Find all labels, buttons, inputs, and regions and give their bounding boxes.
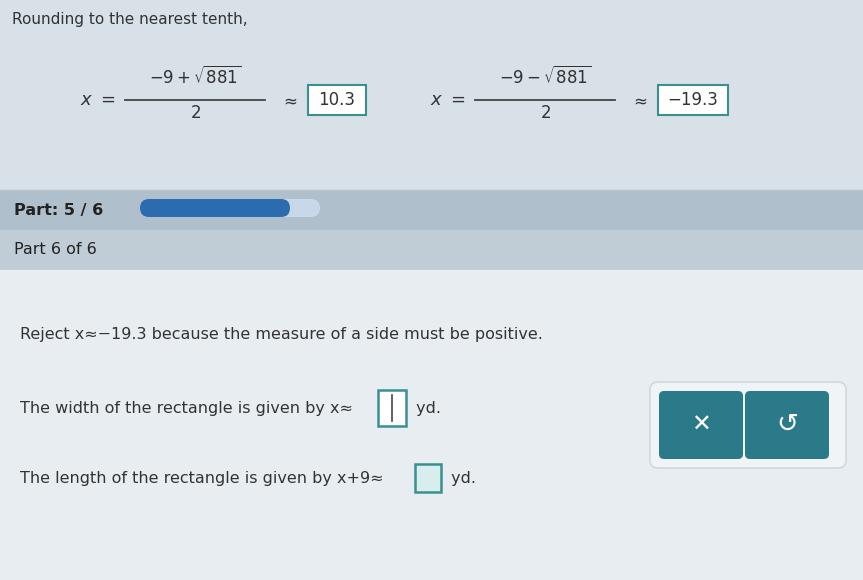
Text: Part: 5 / 6: Part: 5 / 6 xyxy=(14,202,104,218)
FancyBboxPatch shape xyxy=(0,190,863,230)
FancyBboxPatch shape xyxy=(650,382,846,468)
Text: $\approx$: $\approx$ xyxy=(630,91,647,109)
Text: $2$: $2$ xyxy=(539,104,551,122)
FancyBboxPatch shape xyxy=(140,199,290,217)
FancyBboxPatch shape xyxy=(308,85,366,115)
Text: $-9 + \sqrt{881}$: $-9 + \sqrt{881}$ xyxy=(148,66,242,88)
FancyBboxPatch shape xyxy=(658,85,728,115)
Text: $x\ =$: $x\ =$ xyxy=(430,91,466,109)
Text: The width of the rectangle is given by x≈: The width of the rectangle is given by x… xyxy=(20,401,353,415)
FancyBboxPatch shape xyxy=(140,199,320,217)
Text: yd.: yd. xyxy=(446,470,476,485)
FancyBboxPatch shape xyxy=(745,391,829,459)
Text: 10.3: 10.3 xyxy=(318,91,356,109)
FancyBboxPatch shape xyxy=(0,230,863,270)
Text: $-9 - \sqrt{881}$: $-9 - \sqrt{881}$ xyxy=(499,66,591,88)
Text: Part 6 of 6: Part 6 of 6 xyxy=(14,242,97,258)
Text: $2$: $2$ xyxy=(190,104,200,122)
Text: ↺: ↺ xyxy=(776,412,798,438)
Text: $x\ =$: $x\ =$ xyxy=(80,91,116,109)
Text: The length of the rectangle is given by x+9≈: The length of the rectangle is given by … xyxy=(20,470,383,485)
Text: Reject x≈−19.3 because the measure of a side must be positive.: Reject x≈−19.3 because the measure of a … xyxy=(20,328,543,343)
Text: $\approx$: $\approx$ xyxy=(280,91,298,109)
Text: ✕: ✕ xyxy=(691,413,711,437)
FancyBboxPatch shape xyxy=(415,464,441,492)
Text: −19.3: −19.3 xyxy=(668,91,718,109)
FancyBboxPatch shape xyxy=(0,270,863,580)
Text: yd.: yd. xyxy=(411,401,441,415)
FancyBboxPatch shape xyxy=(378,390,406,426)
Text: Rounding to the nearest tenth,: Rounding to the nearest tenth, xyxy=(12,12,248,27)
FancyBboxPatch shape xyxy=(659,391,743,459)
FancyBboxPatch shape xyxy=(0,0,863,190)
